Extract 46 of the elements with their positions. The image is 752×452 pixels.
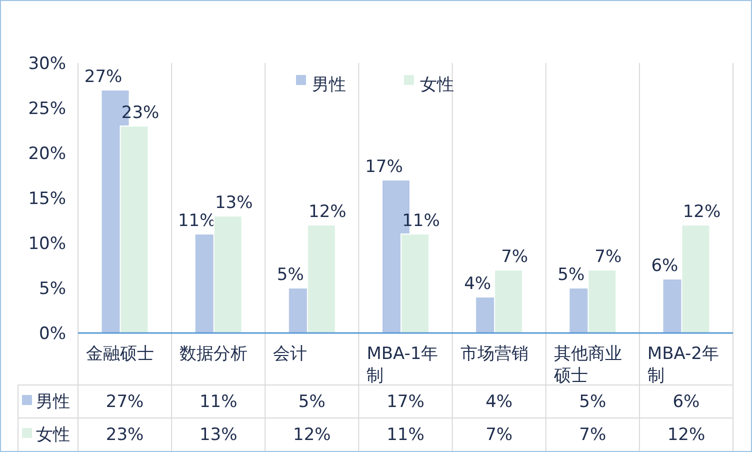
x-tick-label: MBA-2年制 <box>647 344 719 386</box>
x-tick-label: 其他商业硕士 <box>552 344 622 386</box>
text: 男性 <box>36 392 70 412</box>
legend-label: 女性 <box>420 75 454 95</box>
data-label: 11% <box>386 425 424 445</box>
text: 27% <box>84 67 122 87</box>
data-label: 12% <box>293 425 331 445</box>
data-label: 11% <box>199 392 238 412</box>
x-tick-label: 会计 <box>273 344 308 364</box>
x-tick-label: 金融硕士 <box>86 344 154 364</box>
data-label: 5% <box>298 392 326 412</box>
data-label: 17% <box>386 392 424 412</box>
text: 23% <box>121 103 160 123</box>
data-label: 7% <box>579 425 606 445</box>
data-label: 23% <box>106 425 144 445</box>
data-label: 13% <box>199 425 238 445</box>
legend-label: 男性 <box>312 75 346 95</box>
text: 6% <box>651 256 678 276</box>
data-label: 12% <box>667 425 706 445</box>
x-tick-label: 市场营销 <box>460 344 528 364</box>
x-tick-label: 数据分析 <box>180 344 248 364</box>
y-tick-label: 30% <box>28 54 66 74</box>
data-label: 27% <box>106 392 144 412</box>
text: 17% <box>365 157 403 177</box>
text: 11% <box>402 211 440 231</box>
text: 11% <box>178 211 216 231</box>
text: 13% <box>214 193 253 213</box>
data-label: 4% <box>486 392 513 412</box>
y-tick-label: 20% <box>28 144 66 164</box>
y-tick-label: 15% <box>28 189 66 209</box>
y-tick-label: 5% <box>39 279 66 299</box>
y-tick-label: 10% <box>28 234 66 254</box>
data-label: 7% <box>486 425 513 445</box>
x-tick-label: MBA-1年制 <box>366 344 438 386</box>
text: 12% <box>682 202 721 222</box>
y-tick-label: 0% <box>39 324 66 344</box>
text: 7% <box>501 247 528 267</box>
data-label: 5% <box>579 392 606 412</box>
text: 7% <box>594 247 622 267</box>
text: 12% <box>308 202 346 222</box>
text: 4% <box>464 274 492 294</box>
text: 女性 <box>36 425 70 445</box>
text: 5% <box>276 265 304 285</box>
data-label: 6% <box>672 392 700 412</box>
text: 5% <box>558 265 585 285</box>
y-tick-label: 25% <box>28 99 66 119</box>
